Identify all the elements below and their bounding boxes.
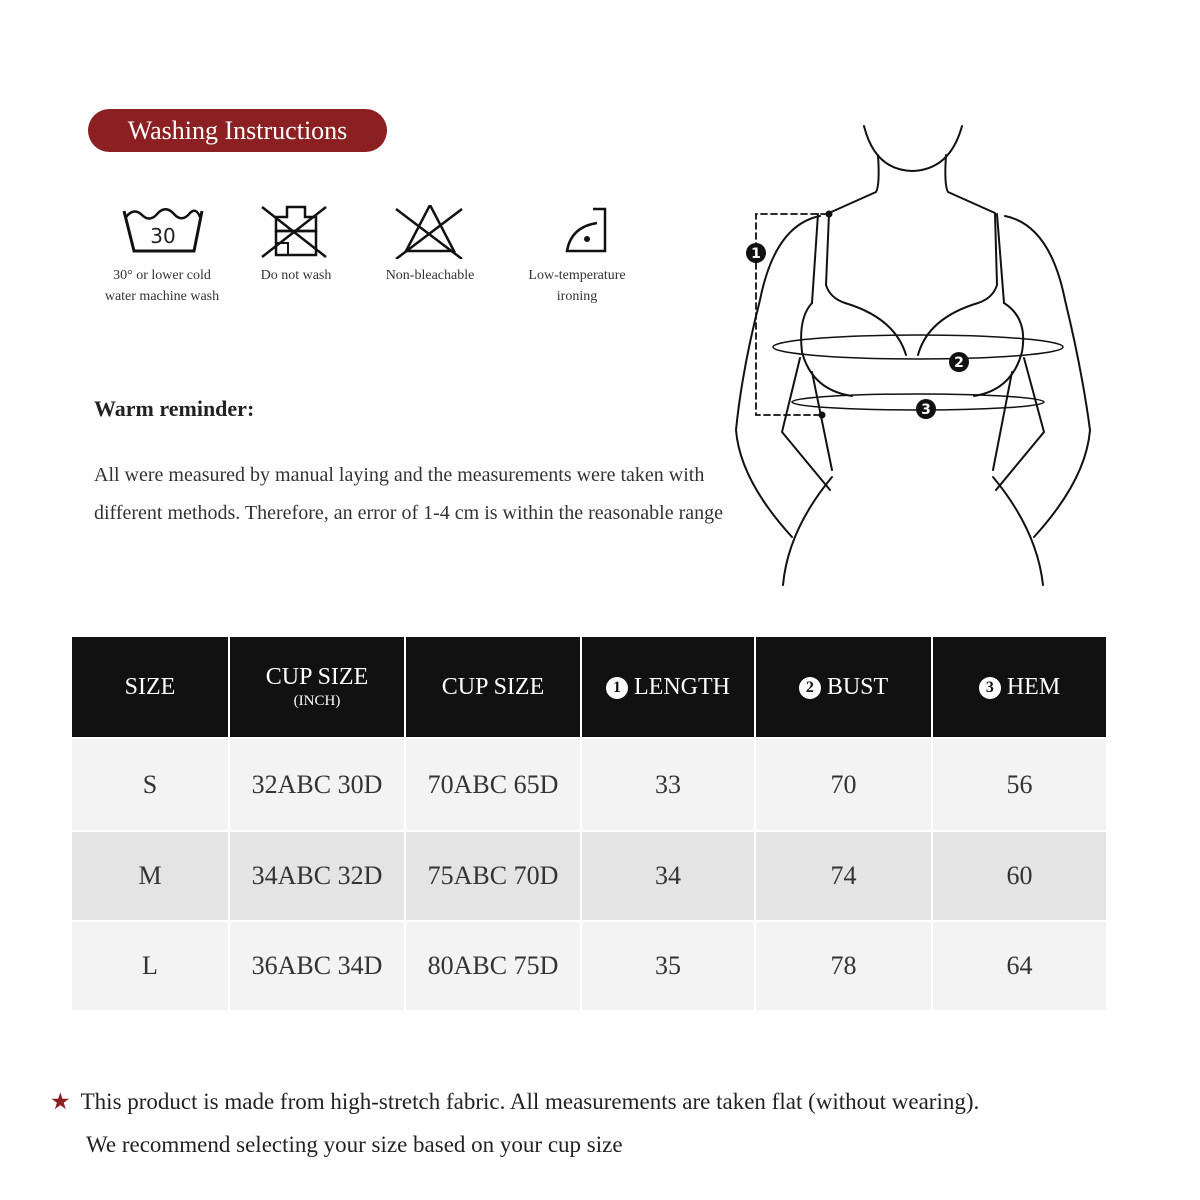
cell: 60	[931, 830, 1108, 922]
low-temp-iron-icon	[565, 207, 607, 253]
header-hem: 3 HEM	[931, 635, 1108, 739]
header-cup-size-inch: CUP SIZE (INCH)	[228, 635, 406, 739]
cell: 33	[580, 737, 756, 832]
cell: 34	[580, 830, 756, 922]
non-bleach-icon	[395, 205, 463, 259]
header-size: SIZE	[70, 635, 230, 739]
cell: 32ABC 30D	[228, 737, 406, 832]
table-row: S 32ABC 30D 70ABC 65D 33 70 56	[70, 737, 1108, 832]
care-label: Do not wash	[260, 268, 332, 283]
care-label: 30° or lower cold	[113, 268, 211, 283]
header-cup-size: CUP SIZE	[404, 635, 582, 739]
cell: 64	[931, 920, 1108, 1012]
svg-text:30: 30	[150, 224, 175, 248]
table-row: L 36ABC 34D 80ABC 75D 35 78 64	[70, 920, 1108, 1012]
cell: 78	[754, 920, 933, 1012]
size-chart-table: SIZE CUP SIZE (INCH) CUP SIZE 1 LENGTH 2 BU…	[70, 635, 1108, 1012]
measurement-figure: 1 2 3	[734, 125, 1092, 586]
warm-reminder-text: All were measured by manual laying and t…	[94, 464, 724, 524]
warm-reminder-title: Warm reminder:	[94, 396, 255, 421]
table-row: M 34ABC 32D 75ABC 70D 34 74 60	[70, 830, 1108, 922]
care-item-wash-30: 30 30° or lower cold water machine wash	[82, 205, 242, 307]
cell: 75ABC 70D	[404, 830, 582, 922]
cell: 34ABC 32D	[228, 830, 406, 922]
cell: 35	[580, 920, 756, 1012]
care-item-low-temp-iron: Low-temperature ironing	[497, 205, 657, 307]
washing-instructions-title: Washing Instructions	[88, 109, 387, 152]
wash-30-icon: 30	[122, 208, 204, 253]
care-label: Non-bleachable	[385, 268, 475, 283]
care-label: water machine wash	[104, 289, 220, 304]
cell: 36ABC 34D	[228, 920, 406, 1012]
note-line-1: This product is made from high-stretch f…	[80, 1089, 980, 1114]
cell: 70	[754, 737, 933, 832]
cell: L	[70, 920, 230, 1012]
care-item-non-bleach: Non-bleachable	[350, 205, 510, 286]
care-item-do-not-wash: Do not wash	[216, 205, 376, 286]
cell: 70ABC 65D	[404, 737, 582, 832]
marker-2: 2	[954, 355, 964, 371]
fabric-note: ★ This product is made from high-stretch …	[50, 1080, 979, 1166]
header-bust: 2 BUST	[754, 635, 933, 739]
care-label: Low-temperature	[528, 268, 626, 283]
note-line-2: We recommend selecting your size based o…	[86, 1132, 623, 1157]
cell: S	[70, 737, 230, 832]
cell: M	[70, 830, 230, 922]
do-not-wash-icon	[261, 205, 327, 258]
header-length: 1 LENGTH	[580, 635, 756, 739]
care-label: ironing	[556, 289, 598, 304]
cell: 74	[754, 830, 933, 922]
marker-1: 1	[751, 246, 761, 262]
cell: 56	[931, 737, 1108, 832]
table-header-row: SIZE CUP SIZE (INCH) CUP SIZE 1 LENGTH 2 BU…	[70, 635, 1108, 739]
star-icon: ★	[50, 1089, 71, 1114]
marker-3: 3	[921, 402, 931, 418]
cell: 80ABC 75D	[404, 920, 582, 1012]
